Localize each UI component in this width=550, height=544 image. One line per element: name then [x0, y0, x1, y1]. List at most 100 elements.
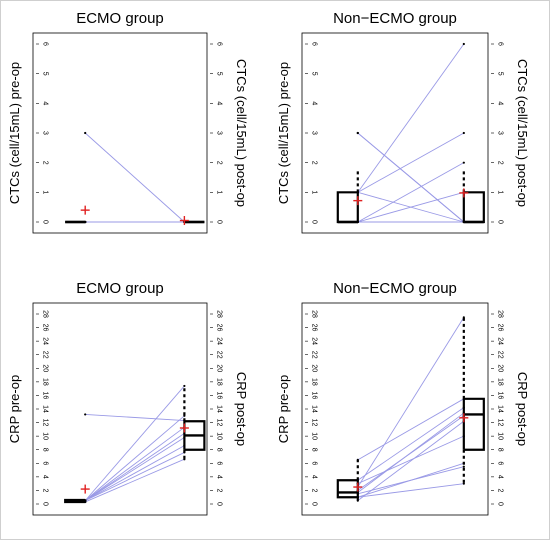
pair-line [357, 483, 464, 498]
y-tick-label-right: 12 [216, 419, 223, 427]
y-tick-label-right: 12 [497, 419, 504, 427]
post-point [183, 419, 186, 422]
y-tick-label-left: 18 [42, 378, 49, 386]
pre-point [356, 191, 359, 194]
y-tick-label-right: 3 [497, 131, 504, 135]
y-axis-label-right: CTCs (cell/15mL) post-op [515, 59, 530, 207]
post-point [183, 384, 186, 388]
y-tick-label-left: 6 [42, 461, 49, 465]
post-point [183, 451, 186, 454]
y-tick-label-left: 26 [311, 324, 318, 332]
y-tick-label-left: 20 [311, 364, 318, 372]
pre-point [356, 499, 359, 502]
y-tick-label-right: 14 [216, 405, 223, 413]
y-axis-label-left: CTCs (cell/15mL) pre-op [7, 62, 22, 204]
pair-line [84, 415, 185, 501]
y-axis-label-right: CRP post-op [515, 372, 530, 446]
y-tick-label-left: 16 [311, 392, 318, 400]
y-tick-label-right: 5 [216, 72, 223, 76]
pair-line [84, 132, 185, 223]
mean-marker-post [459, 413, 469, 423]
mean-marker-post [179, 423, 189, 433]
y-tick-label-right: 20 [497, 364, 504, 372]
chart-title: ECMO group [76, 280, 164, 297]
y-tick-label-right: 24 [497, 337, 504, 345]
pair-line [84, 426, 185, 501]
plot-frame [301, 302, 489, 516]
pair-line [357, 132, 465, 193]
pair-line [84, 433, 185, 501]
post-boxplot-box [463, 397, 485, 451]
pair-line [85, 413, 185, 421]
y-tick-label-right: 4 [497, 475, 504, 479]
y-axis-label-right: CRP post-op [234, 372, 249, 446]
chart-panel-1: ECMO group CTCs (cell/15mL) pre-op CTCs (c… [7, 10, 249, 234]
pre-point [84, 220, 87, 224]
y-tick-label-left: 18 [311, 378, 318, 386]
y-tick-label-right: 28 [216, 310, 223, 318]
y-tick-label-left: 28 [311, 310, 318, 318]
plot-frame [32, 302, 208, 516]
mean-marker-pre [353, 482, 363, 492]
y-tick-label-right: 1 [216, 190, 223, 194]
chart-title: Non−ECMO group [333, 10, 457, 27]
y-axis-label-left: CRP pre-op [7, 375, 22, 443]
y-tick-label-right: 16 [497, 392, 504, 400]
pair-line [357, 466, 464, 495]
y-tick-label-right: 18 [216, 378, 223, 386]
y-tick-label-right: 5 [497, 72, 504, 76]
y-tick-label-right: 8 [497, 448, 504, 452]
y-tick-label-left: 20 [42, 364, 49, 372]
y-tick-label-right: 2 [216, 161, 223, 165]
y-tick-label-left: 28 [42, 310, 49, 318]
y-tick-label-right: 0 [216, 220, 223, 224]
pre-boxplot-box [336, 479, 358, 499]
mean-marker-post [459, 188, 469, 198]
post-point [462, 131, 465, 135]
post-point [462, 465, 465, 468]
y-tick-label-right: 3 [216, 131, 223, 135]
chart-title: Non−ECMO group [333, 280, 457, 297]
y-tick-label-left: 4 [311, 101, 318, 105]
y-tick-label-left: 2 [311, 488, 318, 492]
y-tick-label-right: 2 [216, 488, 223, 492]
y-tick-label-left: 1 [311, 190, 318, 194]
y-tick-label-left: 16 [42, 392, 49, 400]
y-tick-label-left: 5 [311, 72, 318, 76]
y-tick-label-left: 4 [42, 101, 49, 105]
pair-line [357, 132, 465, 223]
y-tick-label-left: 0 [311, 502, 318, 506]
y-tick-label-right: 8 [216, 448, 223, 452]
y-tick-label-right: 18 [497, 378, 504, 386]
pre-point [356, 458, 359, 461]
y-axis-label-left: CRP pre-op [276, 375, 291, 443]
mean-marker-pre [80, 205, 90, 215]
post-point [462, 161, 465, 164]
y-tick-label-left: 1 [42, 190, 49, 194]
y-tick-label-right: 28 [497, 310, 504, 318]
pair-line [357, 317, 465, 488]
y-tick-label-left: 8 [311, 448, 318, 452]
y-tick-label-left: 22 [311, 351, 318, 359]
mean-marker-pre [353, 196, 363, 206]
pre-point [356, 479, 359, 482]
y-tick-label-right: 10 [497, 432, 504, 440]
post-point [462, 406, 465, 409]
post-point [183, 458, 186, 461]
y-tick-label-right: 20 [216, 364, 223, 372]
y-tick-label-right: 6 [497, 461, 504, 465]
y-tick-label-left: 10 [42, 432, 49, 440]
pair-line [85, 452, 185, 502]
y-tick-label-left: 26 [42, 324, 49, 332]
pre-point [356, 492, 359, 495]
y-tick-label-left: 0 [311, 220, 318, 224]
pair-line [357, 407, 465, 481]
y-tick-label-left: 2 [42, 161, 49, 165]
pair-line [357, 415, 465, 491]
y-tick-label-right: 6 [216, 42, 223, 46]
y-tick-label-left: 3 [311, 131, 318, 135]
mean-marker-post [179, 216, 189, 226]
pair-line [357, 398, 465, 461]
